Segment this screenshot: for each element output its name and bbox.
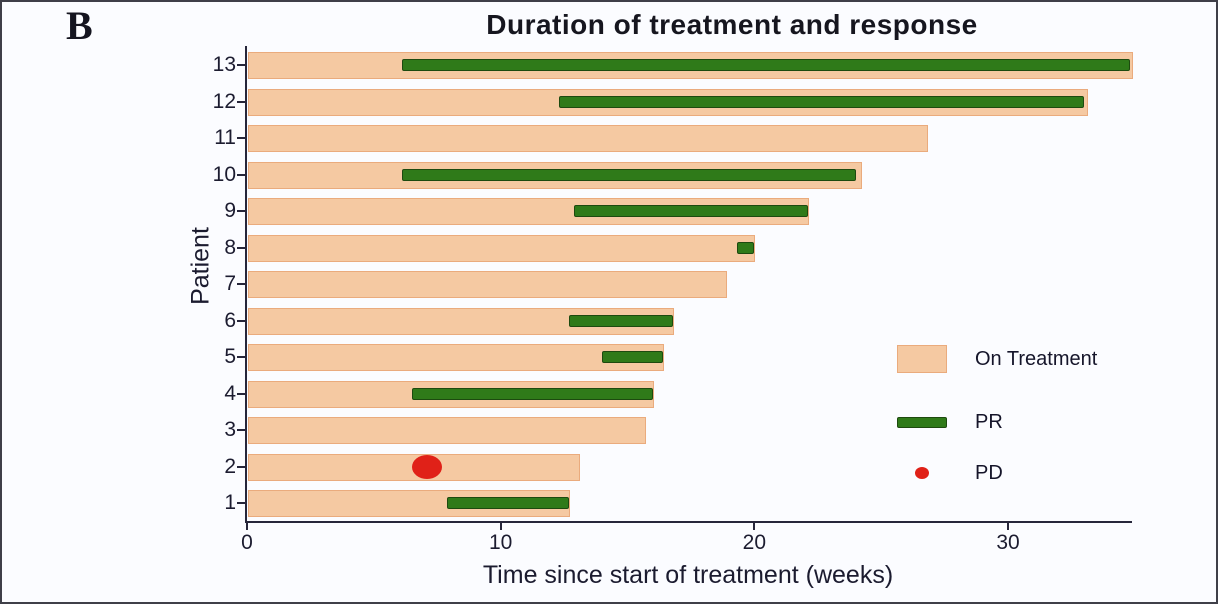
- y-tick-label-12: 12: [212, 89, 236, 113]
- x-axis-line: [245, 521, 1132, 523]
- y-tick-label-4: 4: [224, 381, 236, 405]
- legend-swatch-col: [897, 345, 947, 373]
- y-tick-mark: [237, 100, 245, 103]
- legend-swatch-col: [897, 416, 947, 428]
- y-tick-label-11: 11: [214, 126, 236, 149]
- y-tick-mark: [237, 429, 245, 431]
- on-treatment-swatch: [897, 345, 947, 373]
- legend-item-pr: PR: [897, 411, 1003, 433]
- legend-item-pd: PD: [897, 462, 1003, 484]
- y-tick-label-3: 3: [224, 418, 236, 441]
- y-tick-label-1: 1: [224, 491, 236, 514]
- y-tick-mark: [237, 210, 245, 212]
- y-tick-mark: [237, 173, 245, 176]
- x-tick-mark: [753, 521, 756, 530]
- pd-marker-patient-2: [412, 454, 443, 479]
- panel-letter-label: B: [66, 3, 93, 48]
- legend-label-on-treatment: On Treatment: [975, 347, 1098, 370]
- y-tick-label-9: 9: [224, 199, 236, 222]
- y-tick-mark: [237, 137, 245, 139]
- y-tick-mark: [237, 465, 245, 468]
- y-tick-label-2: 2: [224, 454, 236, 478]
- y-tick-mark: [237, 319, 245, 322]
- x-tick-label-20: 20: [742, 531, 767, 554]
- y-tick-label-13: 13: [212, 53, 236, 76]
- legend-label-pr: PR: [975, 410, 1003, 433]
- pd-swatch: [915, 467, 929, 479]
- legend-item-on-treatment: On Treatment: [897, 345, 1097, 373]
- treatment-bar-patient-5: [248, 344, 665, 371]
- legend-label-pd: PD: [975, 461, 1003, 484]
- pr-bar-patient-4: [411, 387, 653, 400]
- legend-swatch-col: [897, 467, 947, 479]
- pr-swatch: [897, 416, 947, 428]
- y-tick-mark: [237, 246, 245, 249]
- y-tick-label-7: 7: [224, 272, 236, 295]
- x-tick-label-10: 10: [488, 531, 513, 554]
- y-tick-label-6: 6: [224, 308, 236, 332]
- pr-bar-patient-8: [736, 241, 755, 254]
- treatment-bar-patient-3: [248, 417, 647, 444]
- x-tick-mark: [246, 521, 248, 530]
- y-tick-label-10: 10: [212, 162, 236, 186]
- y-axis-line: [245, 46, 247, 523]
- treatment-bar-patient-6: [248, 307, 675, 335]
- x-tick-mark: [499, 521, 502, 530]
- y-tick-mark: [237, 392, 245, 395]
- pr-bar-patient-1: [447, 497, 570, 509]
- y-tick-mark: [237, 64, 245, 66]
- pr-bar-patient-5: [602, 351, 663, 363]
- y-tick-mark: [237, 502, 245, 504]
- x-tick-label-0: 0: [241, 531, 253, 554]
- x-axis-label: Time since start of treatment (weeks): [482, 561, 894, 589]
- treatment-bar-patient-11: [248, 125, 928, 152]
- treatment-bar-patient-8: [248, 234, 756, 262]
- y-tick-label-8: 8: [224, 235, 236, 259]
- x-tick-label-30: 30: [996, 531, 1020, 554]
- y-tick-mark: [237, 356, 245, 358]
- chart-title: Duration of treatment and response: [486, 9, 978, 40]
- pr-bar-patient-13: [401, 59, 1130, 71]
- pr-bar-patient-9: [574, 205, 808, 217]
- x-tick-mark: [1007, 521, 1009, 530]
- y-tick-label-5: 5: [224, 345, 236, 368]
- y-tick-mark: [237, 283, 245, 285]
- pr-bar-patient-10: [401, 168, 856, 181]
- pr-bar-patient-12: [559, 95, 1085, 108]
- treatment-bar-patient-7: [248, 271, 728, 298]
- pr-bar-patient-6: [569, 314, 674, 327]
